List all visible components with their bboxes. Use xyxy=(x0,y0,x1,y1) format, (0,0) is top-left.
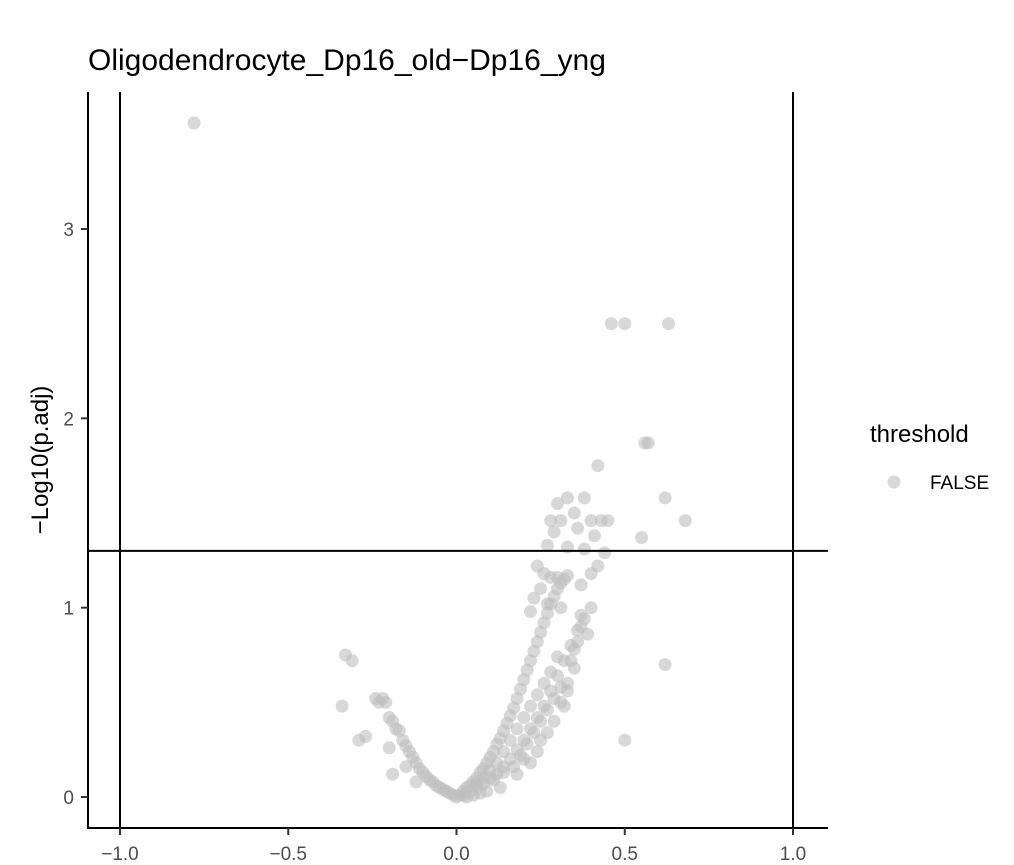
data-point xyxy=(345,654,359,668)
legend-label-false: FALSE xyxy=(930,473,989,494)
data-point xyxy=(577,491,591,505)
data-point xyxy=(618,733,632,747)
data-point xyxy=(584,567,598,581)
data-point xyxy=(386,767,400,781)
y-tick-label: 3 xyxy=(63,220,74,241)
data-point xyxy=(641,436,655,450)
axes xyxy=(87,92,828,829)
data-point xyxy=(517,711,531,724)
data-point xyxy=(574,578,588,592)
data-point xyxy=(503,733,517,747)
data-point xyxy=(584,514,598,528)
data-point xyxy=(379,695,393,709)
data-point xyxy=(554,514,568,528)
data-point xyxy=(547,714,561,728)
data-point xyxy=(382,741,396,755)
data-point xyxy=(359,729,373,743)
data-point xyxy=(561,491,574,505)
data-point xyxy=(544,514,558,528)
data-point xyxy=(335,699,349,713)
data-point xyxy=(524,756,537,770)
y-tick-label: 0 xyxy=(63,788,74,809)
data-point xyxy=(399,760,413,774)
data-point xyxy=(658,658,672,671)
legend-key-false xyxy=(887,475,901,489)
data-point xyxy=(527,726,541,740)
data-point xyxy=(510,767,524,781)
data-point xyxy=(574,620,588,634)
data-point xyxy=(540,726,554,740)
data-point xyxy=(567,506,581,520)
data-point xyxy=(591,459,605,473)
data-point xyxy=(584,601,598,615)
y-tick-label: 2 xyxy=(63,409,74,430)
x-tick-label: 0.0 xyxy=(443,844,469,865)
data-point xyxy=(662,317,675,331)
legend-title: threshold xyxy=(870,421,969,448)
data-point xyxy=(456,788,470,802)
data-point xyxy=(537,676,551,690)
data-point xyxy=(510,722,524,736)
data-point xyxy=(604,317,618,331)
x-tick-label: 1.0 xyxy=(780,844,806,865)
data-point xyxy=(598,546,612,560)
data-point xyxy=(601,514,615,528)
y-tick-label: 1 xyxy=(63,599,74,620)
data-point xyxy=(678,514,692,528)
data-point xyxy=(530,688,544,702)
data-point xyxy=(635,531,649,545)
data-point xyxy=(551,497,564,510)
x-tick-label: −0.5 xyxy=(269,844,307,865)
data-point xyxy=(588,529,601,543)
data-point xyxy=(554,601,568,615)
y-axis-title: −Log10(p.adj) xyxy=(27,386,54,535)
reference-lines xyxy=(88,92,828,828)
data-point xyxy=(493,781,507,794)
data-point xyxy=(554,680,568,694)
data-point xyxy=(564,654,578,668)
data-point xyxy=(571,635,585,649)
data-point xyxy=(520,737,534,751)
data-point xyxy=(534,582,548,596)
data-point xyxy=(524,605,537,618)
data-point xyxy=(658,491,672,505)
data-point xyxy=(540,703,554,717)
chart-title: Oligodendrocyte_Dp16_old−Dp16_yng xyxy=(88,44,606,77)
data-point xyxy=(547,692,561,705)
data-point xyxy=(497,745,511,759)
data-point xyxy=(513,748,527,762)
data-point xyxy=(561,569,574,582)
points-layer xyxy=(187,116,692,804)
data-point xyxy=(571,521,585,535)
data-point xyxy=(547,525,561,539)
data-point xyxy=(551,650,564,664)
data-point xyxy=(187,116,201,130)
data-point xyxy=(618,317,632,331)
data-point xyxy=(534,714,548,728)
data-point xyxy=(409,775,423,789)
x-tick-label: 0.5 xyxy=(612,844,638,865)
data-point xyxy=(577,542,591,556)
data-point xyxy=(540,538,554,552)
data-point xyxy=(524,699,537,713)
data-point xyxy=(527,591,541,605)
legend: threshold FALSE xyxy=(870,421,989,494)
data-point xyxy=(497,765,511,779)
data-point xyxy=(530,745,544,759)
data-point xyxy=(544,665,558,679)
ticks: −1.0 −0.5 0.0 0.5 1.0 0 1 2 3 xyxy=(63,220,806,865)
x-tick-label: −1.0 xyxy=(101,844,139,865)
data-point xyxy=(557,699,571,713)
